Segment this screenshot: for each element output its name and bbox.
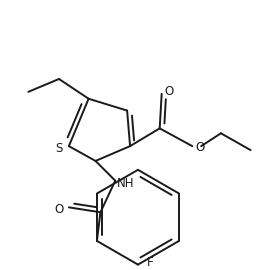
Text: S: S [55, 141, 63, 155]
Text: NH: NH [116, 177, 134, 190]
Text: O: O [164, 85, 173, 98]
Text: O: O [196, 141, 205, 154]
Text: F: F [147, 256, 153, 269]
Text: O: O [54, 203, 64, 216]
